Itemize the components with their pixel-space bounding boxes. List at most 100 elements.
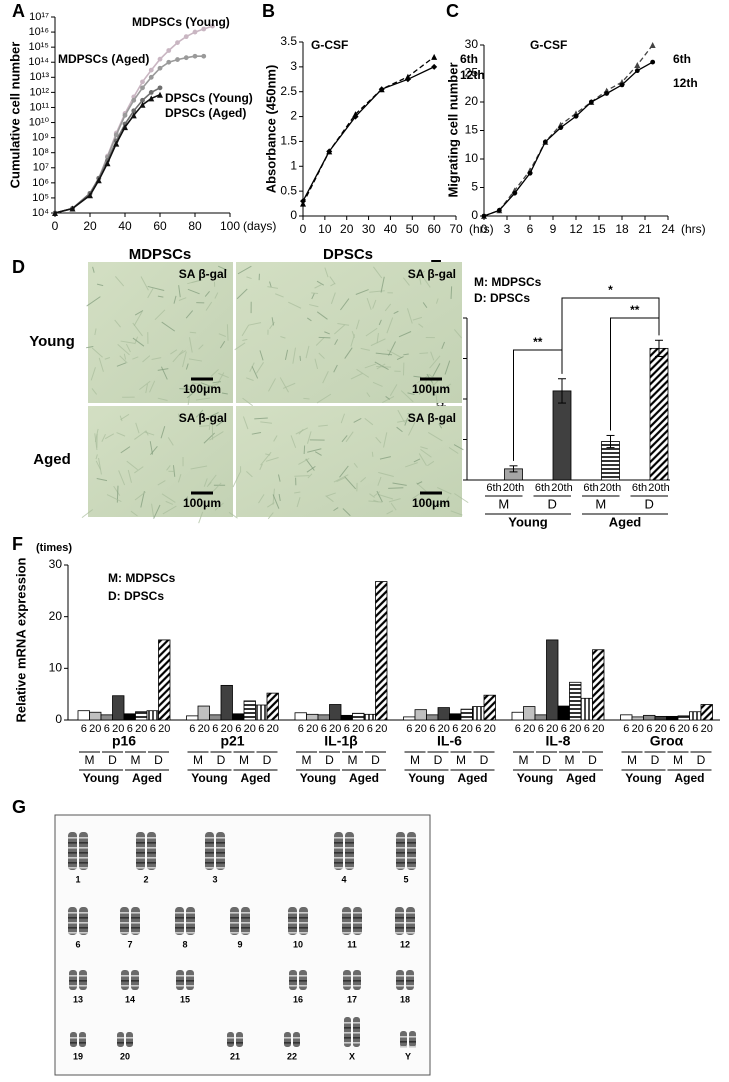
chromosome-band bbox=[68, 922, 77, 924]
point bbox=[131, 97, 137, 103]
super-group-label: Young bbox=[300, 771, 336, 785]
stain-label: SA β-gal bbox=[408, 411, 456, 425]
cell-texture bbox=[435, 298, 439, 304]
point bbox=[650, 59, 656, 65]
chromosome bbox=[227, 1032, 234, 1047]
cell-texture bbox=[364, 417, 374, 426]
chromosome-label: Y bbox=[405, 1051, 411, 1061]
point bbox=[95, 177, 102, 184]
cell-texture bbox=[178, 285, 181, 298]
bar-label: 6 bbox=[189, 723, 195, 735]
cell-texture bbox=[114, 319, 121, 328]
point bbox=[148, 67, 154, 73]
chromosome-band bbox=[216, 847, 225, 849]
cell-texture bbox=[402, 277, 410, 286]
bar-label: 6 bbox=[127, 723, 133, 735]
cell-texture bbox=[216, 419, 225, 427]
chromosome-band bbox=[147, 852, 156, 854]
y-axis-unit: (times) bbox=[36, 542, 72, 554]
cell-texture bbox=[265, 457, 279, 462]
chromosome-band bbox=[79, 917, 88, 919]
chromosome-band bbox=[407, 857, 416, 859]
chromosome-band bbox=[186, 932, 195, 934]
bar bbox=[460, 708, 473, 721]
cell-texture bbox=[340, 413, 345, 424]
cell-texture bbox=[232, 472, 241, 488]
chromosome-band bbox=[205, 847, 214, 849]
cell-texture bbox=[373, 499, 379, 503]
bar bbox=[654, 715, 667, 721]
series-label: MDPSCs (Aged) bbox=[58, 52, 149, 66]
cell-texture bbox=[191, 387, 205, 392]
bar-label: 20 bbox=[198, 723, 210, 735]
bar-label: 6 bbox=[692, 723, 698, 735]
cell-texture bbox=[226, 324, 229, 341]
bar bbox=[123, 713, 136, 721]
cell-texture bbox=[396, 426, 403, 433]
chromosome-band bbox=[353, 1032, 360, 1034]
y-tick-label: 0 bbox=[55, 712, 62, 726]
cell-texture bbox=[106, 494, 122, 502]
cell-texture bbox=[178, 297, 187, 301]
cell-texture bbox=[116, 432, 126, 437]
bar bbox=[631, 716, 644, 721]
point bbox=[634, 61, 641, 68]
cell-texture bbox=[90, 367, 96, 381]
cell-texture bbox=[184, 496, 188, 502]
chromosome-band bbox=[186, 917, 195, 919]
chromosome-band bbox=[353, 985, 361, 987]
cell-texture bbox=[333, 474, 349, 483]
chromosome-band bbox=[299, 917, 308, 919]
bar bbox=[209, 714, 222, 721]
cell-texture bbox=[383, 432, 388, 448]
point bbox=[148, 89, 154, 95]
chromosome-band bbox=[68, 862, 77, 864]
x-tick-label: 12 bbox=[569, 222, 583, 236]
cell-texture bbox=[441, 341, 446, 349]
cell-texture bbox=[416, 501, 425, 506]
cell-texture bbox=[437, 487, 452, 495]
chromosome-band bbox=[353, 980, 361, 982]
cell-texture bbox=[81, 509, 94, 519]
category-label: p21 bbox=[220, 733, 244, 749]
bar bbox=[643, 714, 656, 721]
cell-texture bbox=[173, 295, 177, 304]
chromosome-band bbox=[120, 927, 129, 929]
chromosome-band bbox=[120, 917, 129, 919]
cell-texture bbox=[366, 297, 372, 310]
group-label: M bbox=[131, 753, 141, 767]
cell-texture bbox=[444, 273, 451, 280]
cell-texture bbox=[123, 353, 127, 360]
cell-texture bbox=[172, 349, 184, 363]
bar-label: 20 bbox=[352, 723, 364, 735]
cell-texture bbox=[120, 446, 131, 454]
x-tick-label: 9 bbox=[550, 222, 557, 236]
chromosome-band bbox=[345, 847, 354, 849]
chromosome bbox=[147, 832, 156, 870]
cell-texture bbox=[91, 347, 103, 358]
chromosome-band bbox=[136, 862, 145, 864]
chromosome-band bbox=[409, 1046, 416, 1048]
cell-texture bbox=[330, 282, 336, 287]
x-tick-label: 20 bbox=[340, 222, 354, 236]
cell-texture bbox=[353, 417, 362, 423]
chromosome-label: 11 bbox=[347, 939, 357, 949]
point bbox=[140, 85, 145, 91]
cell-texture bbox=[376, 332, 379, 344]
cell-texture bbox=[412, 316, 423, 321]
cell-texture bbox=[368, 500, 383, 503]
cell-texture bbox=[259, 463, 263, 471]
point bbox=[192, 53, 198, 59]
cell-texture bbox=[424, 501, 434, 506]
cell-texture bbox=[86, 296, 101, 307]
cell-texture bbox=[298, 458, 310, 465]
y-tick-label: 10⁷ bbox=[33, 162, 49, 174]
chromosome-label: 10 bbox=[293, 939, 303, 949]
super-group-label: Aged bbox=[132, 771, 162, 785]
cell-texture bbox=[132, 356, 139, 360]
cell-texture bbox=[277, 474, 281, 482]
cell-texture bbox=[432, 379, 440, 387]
cell-texture bbox=[120, 413, 130, 421]
chromosome-band bbox=[79, 862, 88, 864]
